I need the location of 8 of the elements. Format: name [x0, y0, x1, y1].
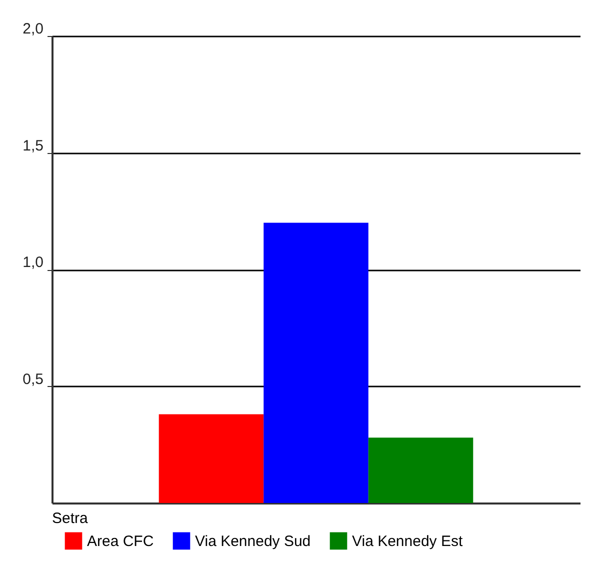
legend-label: Area CFC: [87, 532, 154, 550]
legend-label: Via Kennedy Sud: [195, 532, 311, 550]
y-tick-label: 1,5: [22, 137, 44, 154]
legend-label: Via Kennedy Est: [352, 532, 464, 550]
legend-title: Setra: [52, 510, 89, 527]
y-tick-label: 0,5: [22, 370, 44, 388]
y-tick-label: 2,0: [22, 20, 44, 38]
y-tick-label: 1,0: [22, 254, 44, 271]
